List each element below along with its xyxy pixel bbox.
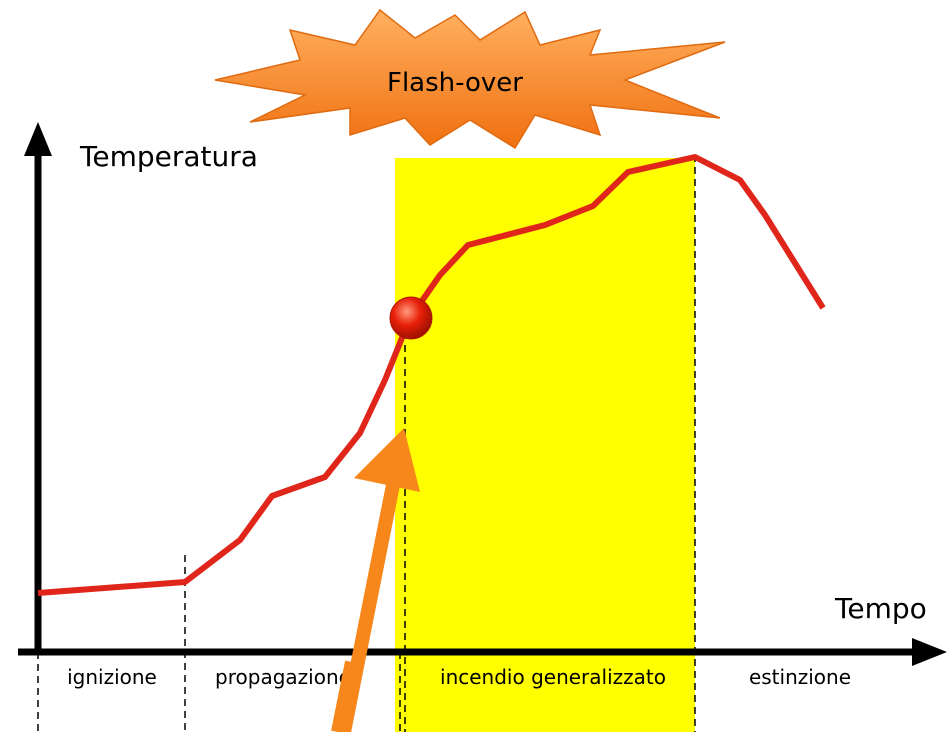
generalized-fire-zone <box>395 158 695 732</box>
flashover-label: Flash-over <box>387 68 523 98</box>
x-axis-arrow <box>912 638 947 666</box>
temperature-curve <box>37 154 826 596</box>
phase-label: ignizione <box>67 665 157 689</box>
phase-label: propagazione <box>215 665 351 689</box>
arrow-overlap <box>331 660 359 732</box>
phase-label: incendio generalizzato <box>440 665 666 689</box>
flashover-burst <box>214 8 726 150</box>
arrow-head <box>354 428 420 492</box>
phase-label: estinzione <box>749 665 851 689</box>
y-axis-arrow <box>24 122 52 156</box>
y-axis-label: Temperatura <box>79 140 258 173</box>
x-axis-label: Tempo <box>834 592 927 625</box>
flashover-point <box>389 296 433 340</box>
